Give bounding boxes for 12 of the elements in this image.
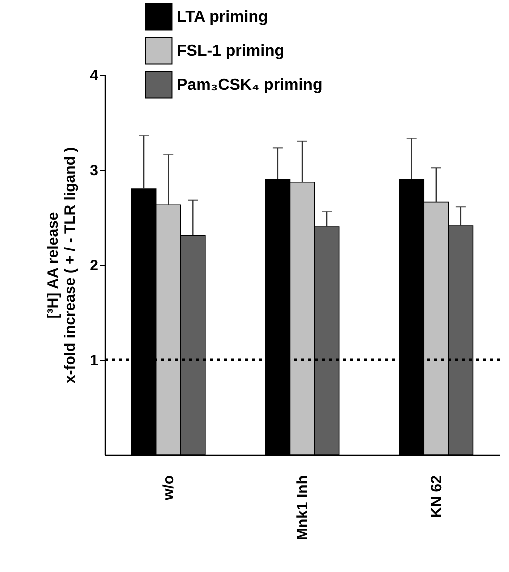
y-tick-label: 2: [90, 258, 98, 274]
x-tick-label: KN 62: [428, 476, 446, 518]
text: x-fold increase ( + / - TLR ligand ): [62, 147, 80, 384]
legend-label: LTA priming: [177, 9, 268, 26]
legend-label: FSL-1 priming: [177, 43, 285, 60]
y-tick-label: 3: [90, 162, 98, 180]
x-tick-label: Mnk1 Inh: [294, 476, 312, 541]
y-tick-label: 1: [90, 352, 98, 370]
x-tick-label: w/o: [160, 476, 178, 502]
legend-label: Pam₃CSK₄ priming: [177, 77, 323, 94]
y-tick-label: 4: [90, 68, 100, 84]
text: [³H] AA release: [45, 212, 62, 319]
